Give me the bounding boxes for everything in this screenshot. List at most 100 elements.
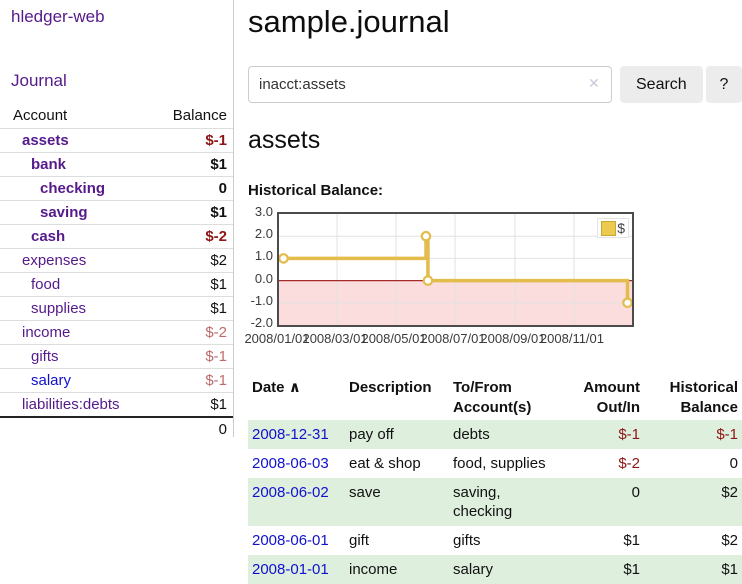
account-balance: $1 [154, 200, 233, 225]
register-header-row: Date ∧ Description To/From Account(s) Am… [248, 376, 742, 420]
account-row: expenses $2 [0, 248, 233, 273]
accounts-header-row: Account Balance [0, 103, 233, 129]
register-header-amount: Amount Out/In [583, 379, 640, 416]
register-header-balance: Historical Balance [669, 379, 738, 416]
y-axis-tick-label: -1.0 [250, 292, 273, 308]
register-row: 2008-12-31 pay off debts $-1 $-1 [248, 420, 742, 449]
chart-legend: $ [597, 218, 629, 238]
register-header-description: Description [349, 379, 432, 396]
accounts-header-balance: Balance [154, 103, 233, 129]
account-link[interactable]: gifts [31, 348, 59, 365]
transaction-amount: $1 [623, 532, 640, 549]
account-row: saving $1 [0, 200, 233, 225]
register-row: 2008-01-01 income salary $1 $1 [248, 555, 742, 584]
account-link[interactable]: salary [31, 372, 72, 389]
transaction-description: save [349, 484, 381, 501]
account-link[interactable]: saving [40, 204, 88, 221]
y-axis-tick-label: 2.0 [254, 226, 273, 242]
x-axis-tick-label: 2008/09/01 [480, 331, 546, 346]
transaction-amount: $1 [623, 561, 640, 578]
register-table-body: 2008-12-31 pay off debts $-1 $-1 2008-06-03 ea… [248, 420, 742, 584]
search-form: ✕ Search ? [248, 66, 742, 103]
sort-ascending-icon: ∧ [288, 379, 301, 396]
transaction-balance: $2 [721, 484, 738, 501]
account-link[interactable]: liabilities:debts [22, 396, 120, 413]
transaction-balance: 0 [729, 455, 738, 472]
transaction-accounts: food, supplies [453, 455, 546, 472]
register-row: 2008-06-01 gift gifts $1 $2 [248, 526, 742, 555]
transaction-description: eat & shop [349, 455, 421, 472]
register-header-date: Date ∧ [252, 379, 301, 396]
transaction-date-link[interactable]: 2008-01-01 [252, 561, 329, 578]
chart-svg [279, 214, 632, 325]
historical-balance-chart: $ 3.0 2.0 1.0 0.0 -1.0 -2.0 2008/01/01 2008/03/… [244, 204, 742, 356]
x-axis-tick-label: 2008/11/01 [539, 331, 605, 346]
register-header-accounts: To/From Account(s) [453, 379, 532, 416]
register-table: Date ∧ Description To/From Account(s) Am… [248, 376, 742, 584]
transaction-accounts: gifts [453, 532, 481, 549]
transaction-accounts: debts [453, 426, 490, 443]
account-row: cash $-2 [0, 224, 233, 249]
transaction-amount: $-1 [618, 426, 640, 443]
account-link[interactable]: expenses [22, 252, 87, 269]
search-input[interactable] [248, 66, 612, 103]
account-balance: $-2 [154, 224, 233, 249]
transaction-date-link[interactable]: 2008-06-01 [252, 532, 329, 549]
y-axis-tick-label: 1.0 [254, 248, 273, 264]
transaction-balance: $1 [721, 561, 738, 578]
transaction-amount: $-2 [618, 455, 640, 472]
account-balance: $1 [154, 152, 233, 177]
transaction-amount: 0 [631, 484, 640, 501]
y-axis-tick-label: 3.0 [254, 204, 273, 219]
transaction-date-link[interactable]: 2008-06-03 [252, 455, 329, 472]
sidebar-item-journal[interactable]: Journal [11, 71, 67, 90]
transaction-balance: $2 [721, 532, 738, 549]
register-row: 2008-06-02 save saving, checking 0 $2 [248, 478, 742, 526]
main-content: sample.journal ✕ Search ? assets Histori… [244, 0, 742, 584]
account-balance: $-1 [154, 128, 233, 153]
account-balance: $1 [154, 272, 233, 297]
transaction-date-link[interactable]: 2008-12-31 [252, 426, 329, 443]
account-row: salary $-1 [0, 368, 233, 393]
account-balance: $1 [154, 392, 233, 418]
sidebar: hledger-web Journal Account Balance asse… [0, 0, 234, 441]
account-link[interactable]: checking [40, 180, 106, 197]
search-button[interactable]: Search [620, 66, 703, 103]
legend-label: $ [617, 220, 625, 236]
account-balance: $2 [154, 248, 233, 273]
transaction-accounts: saving, checking [453, 484, 513, 520]
account-row: income $-2 [0, 320, 233, 345]
account-row: gifts $-1 [0, 344, 233, 369]
account-row: liabilities:debts $1 [0, 392, 233, 418]
legend-swatch-icon [601, 220, 617, 236]
account-heading: assets [248, 126, 321, 154]
help-button[interactable]: ? [706, 66, 742, 103]
x-axis-tick-label: 2008/05/01 [361, 331, 427, 346]
transaction-description: income [349, 561, 398, 578]
accounts-total-value: 0 [154, 416, 233, 441]
register-row: 2008-06-03 eat & shop food, supplies $-2 0 [248, 449, 742, 478]
account-row: checking 0 [0, 176, 233, 201]
account-balance: $1 [154, 296, 233, 321]
account-link[interactable]: supplies [31, 300, 87, 317]
account-row: supplies $1 [0, 296, 233, 321]
y-axis-tick-label: -2.0 [250, 315, 273, 330]
x-axis-tick-label: 2008/07/01 [420, 331, 486, 346]
x-axis-tick-label: 2008/01/01 [244, 331, 310, 346]
account-link[interactable]: bank [31, 156, 67, 173]
accounts-header-account: Account [0, 103, 155, 129]
account-link[interactable]: income [22, 324, 71, 341]
account-link[interactable]: food [31, 276, 61, 293]
clear-search-icon[interactable]: ✕ [588, 75, 600, 91]
account-link[interactable]: cash [31, 228, 66, 245]
transaction-balance: $-1 [716, 426, 738, 443]
account-row: food $1 [0, 272, 233, 297]
transaction-date-link[interactable]: 2008-06-02 [252, 484, 329, 501]
accounts-table-body: assets $-1 bank $1 checking 0 saving $1 cash $-2 e… [0, 128, 233, 418]
account-link[interactable]: assets [22, 132, 69, 149]
accounts-total-row: 0 [0, 416, 233, 441]
account-row: bank $1 [0, 152, 233, 177]
app-title-link[interactable]: hledger-web [11, 7, 105, 26]
account-balance: $-1 [154, 368, 233, 393]
transaction-accounts: salary [453, 561, 494, 578]
